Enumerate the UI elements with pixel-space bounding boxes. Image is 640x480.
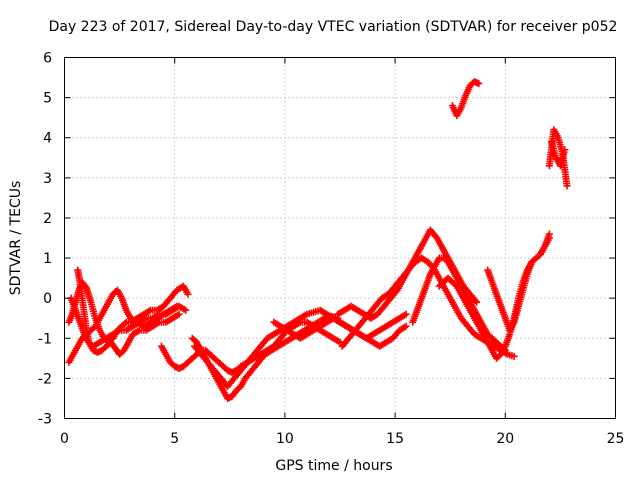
series-track-d <box>74 266 190 350</box>
y-tick-label: -3 <box>38 412 52 428</box>
data-point <box>336 338 344 346</box>
data-point <box>510 352 518 360</box>
y-tick-label: -2 <box>38 371 52 387</box>
y-tick-label: 1 <box>43 251 52 267</box>
chart-title: Day 223 of 2017, Sidereal Day-to-day VTE… <box>49 19 618 35</box>
series-track-j <box>338 254 518 360</box>
data-point <box>121 320 129 328</box>
data-point <box>182 306 190 314</box>
data-point <box>184 290 192 298</box>
y-tick-label: 6 <box>43 51 52 67</box>
data-point <box>402 310 410 318</box>
plot-frame <box>64 57 616 419</box>
series-track-p <box>548 138 569 170</box>
x-tick-label: 25 <box>607 431 625 447</box>
x-tick-label: 15 <box>386 431 404 447</box>
axis-ticks: 0 5 10 15 20 25 -3 -2 -1 0 1 2 3 4 5 6 <box>38 51 624 448</box>
series-track-k <box>409 254 509 354</box>
series-track-m <box>484 230 553 334</box>
y-tick-label: -1 <box>38 331 52 347</box>
data-point <box>402 322 410 330</box>
grid-lines <box>64 57 616 419</box>
data-point <box>475 80 483 88</box>
x-tick-label: 0 <box>60 431 69 447</box>
y-tick-label: 2 <box>43 211 52 227</box>
data-point <box>175 310 183 318</box>
x-tick-label: 20 <box>496 431 514 447</box>
series-track-g <box>191 306 410 390</box>
data-point <box>563 182 571 190</box>
y-axis-label: SDTVAR / TECUs <box>8 181 24 296</box>
series-track-n <box>448 78 483 120</box>
y-tick-label: 5 <box>43 91 52 107</box>
data-point <box>561 146 569 154</box>
data-marks <box>65 78 571 402</box>
x-tick-label: 5 <box>170 431 179 447</box>
y-tick-label: 4 <box>43 131 52 147</box>
y-tick-label: 3 <box>43 171 52 187</box>
data-point <box>473 298 481 306</box>
data-point <box>545 230 553 238</box>
y-tick-label: 0 <box>43 291 52 307</box>
series-track-h <box>270 314 410 350</box>
x-tick-label: 10 <box>276 431 294 447</box>
x-axis-label: GPS time / hours <box>275 458 392 474</box>
